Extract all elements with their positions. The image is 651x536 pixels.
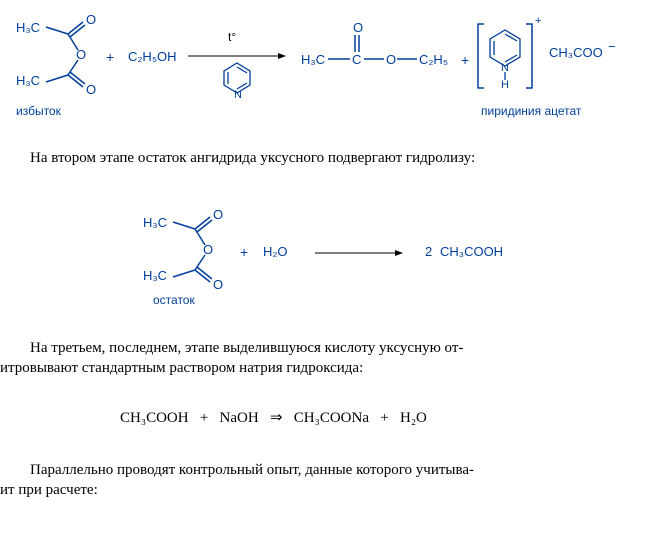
- r2-plus: +: [240, 244, 248, 260]
- r2-o-link: O: [203, 242, 213, 257]
- eq-lhs1: CH₃COOH: [120, 410, 189, 426]
- r2-h3c-top: H₃C: [143, 215, 167, 230]
- label-o-dbond1: O: [86, 12, 96, 27]
- ester-o-dbond: O: [353, 20, 363, 35]
- r2-water: H₂O: [263, 244, 288, 259]
- label-o-dbond2: O: [86, 82, 96, 97]
- caption-pyridinium-acetate: пиридиния ацетат: [481, 104, 581, 118]
- catalyst-N: N: [234, 89, 242, 101]
- reaction-arrow-1: [188, 52, 288, 60]
- reaction-scheme-2: H₃C O O H₃C O остаток + H₂O 2 CH₃COOH: [135, 215, 535, 290]
- pyridinium-H: H: [501, 79, 509, 91]
- reaction-scheme-1: H₃C O O H₃C O избыток + C₂H₅OH t° N H₃C …: [8, 12, 638, 112]
- eq-plus1: +: [200, 410, 208, 426]
- eq-plus2: +: [380, 410, 388, 426]
- r2-o-db2: O: [213, 277, 223, 292]
- r2-product: CH₃COOH: [440, 244, 503, 259]
- plus-2: +: [461, 52, 469, 68]
- text-stage-3-l1: На третьем, последнем, этапе выделившуюс…: [30, 338, 650, 359]
- r2-coeff: 2: [425, 244, 432, 259]
- ethanol-label: C₂H₅OH: [128, 49, 177, 64]
- text-control-l1: Параллельно проводят контрольный опыт, д…: [30, 460, 650, 481]
- label-h3c-top: H₃C: [16, 20, 40, 35]
- ester-ethyl: C₂H₅: [419, 52, 448, 67]
- r2-o-db1: O: [213, 207, 223, 222]
- arrow-condition: t°: [228, 30, 236, 44]
- ester-ch3: H₃C: [301, 52, 325, 67]
- ester-c: C: [352, 52, 361, 67]
- counterion-charge: −: [608, 39, 616, 54]
- r2-h3c-bot: H₃C: [143, 268, 167, 283]
- eq-arrow: ⇒: [270, 410, 283, 426]
- text-control-l2: ит при расчете:: [0, 480, 620, 501]
- caption-excess: избыток: [16, 104, 61, 118]
- text-stage-2: На втором этапе остаток ангидрида уксусн…: [30, 148, 640, 169]
- text-stage-3-l2: итровывают стандартным раствором натрия …: [0, 358, 620, 379]
- pyridinium-N: N: [501, 62, 509, 74]
- counterion: CH₃COO: [549, 45, 603, 60]
- plus-1: +: [106, 49, 114, 65]
- caption-residue: остаток: [153, 293, 195, 307]
- label-o-linker: O: [76, 47, 86, 62]
- pyridinium-charge: +: [535, 15, 541, 27]
- eq-rhs1: CH₃COONa: [294, 410, 369, 426]
- eq-lhs2: NaOH: [220, 410, 259, 426]
- reaction-arrow-2: [315, 249, 405, 257]
- ester-o-linker: O: [386, 52, 396, 67]
- label-h3c-bottom: H₃C: [16, 73, 40, 88]
- eq-rhs2: H₂O: [400, 410, 427, 426]
- titration-equation: CH₃COOH + NaOH ⇒ CH₃COONa + H₂O: [120, 408, 427, 427]
